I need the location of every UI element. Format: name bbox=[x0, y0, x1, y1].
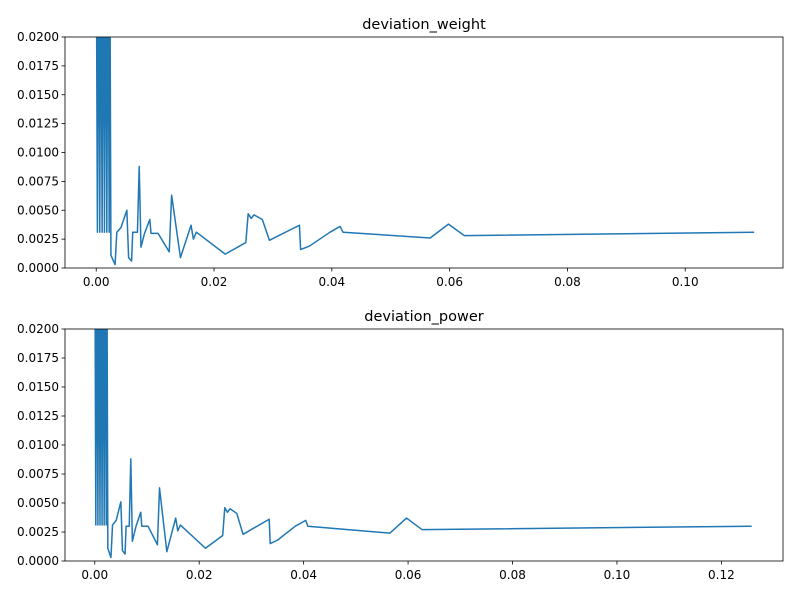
x-tick-label: 0.08 bbox=[499, 568, 526, 582]
y-tick-label: 0.0150 bbox=[17, 380, 59, 394]
y-tick-label: 0.0000 bbox=[17, 261, 59, 275]
chart-title: deviation_weight bbox=[362, 17, 486, 33]
data-line bbox=[94, 329, 752, 559]
y-tick-label: 0.0075 bbox=[17, 467, 59, 481]
x-tick-label: 0.06 bbox=[436, 275, 463, 289]
axes-frame bbox=[64, 328, 784, 562]
x-tick-label: 0.10 bbox=[672, 275, 699, 289]
y-tick-label: 0.0100 bbox=[17, 146, 59, 160]
subplot: deviation_weight 0.0000 0.0025 0.0050 0.0075… bbox=[17, 17, 784, 289]
axes-frame bbox=[64, 36, 784, 269]
data-line bbox=[95, 37, 755, 266]
x-tick-label: 0.12 bbox=[708, 568, 735, 582]
x-tick-label: 0.00 bbox=[83, 275, 110, 289]
y-tick-label: 0.0175 bbox=[17, 351, 59, 365]
x-tick-label: 0.08 bbox=[554, 275, 581, 289]
x-tick-label: 0.04 bbox=[290, 568, 317, 582]
y-tick-label: 0.0050 bbox=[17, 496, 59, 510]
y-tick-label: 0.0000 bbox=[17, 554, 59, 568]
y-tick-label: 0.0075 bbox=[17, 174, 59, 188]
y-tick-label: 0.0100 bbox=[17, 438, 59, 452]
y-tick-label: 0.0200 bbox=[17, 322, 59, 336]
x-tick-label: 0.02 bbox=[186, 568, 213, 582]
y-tick-label: 0.0200 bbox=[17, 30, 59, 44]
x-tick-label: 0.04 bbox=[318, 275, 345, 289]
y-tick-label: 0.0050 bbox=[17, 203, 59, 217]
plot-area bbox=[95, 37, 755, 266]
plot-area bbox=[94, 329, 752, 559]
x-tick-label: 0.06 bbox=[395, 568, 422, 582]
y-tick-label: 0.0025 bbox=[17, 525, 59, 539]
y-tick-label: 0.0175 bbox=[17, 59, 59, 73]
x-tick-label: 0.02 bbox=[201, 275, 228, 289]
y-tick-label: 0.0025 bbox=[17, 232, 59, 246]
y-tick-label: 0.0125 bbox=[17, 117, 59, 131]
y-tick-label: 0.0150 bbox=[17, 88, 59, 102]
subplot: deviation_power 0.0000 0.0025 0.0050 0.0075 0… bbox=[17, 309, 784, 582]
x-tick-label: 0.00 bbox=[81, 568, 108, 582]
y-tick-label: 0.0125 bbox=[17, 409, 59, 423]
chart-title: deviation_power bbox=[364, 309, 484, 325]
x-tick-label: 0.10 bbox=[604, 568, 631, 582]
